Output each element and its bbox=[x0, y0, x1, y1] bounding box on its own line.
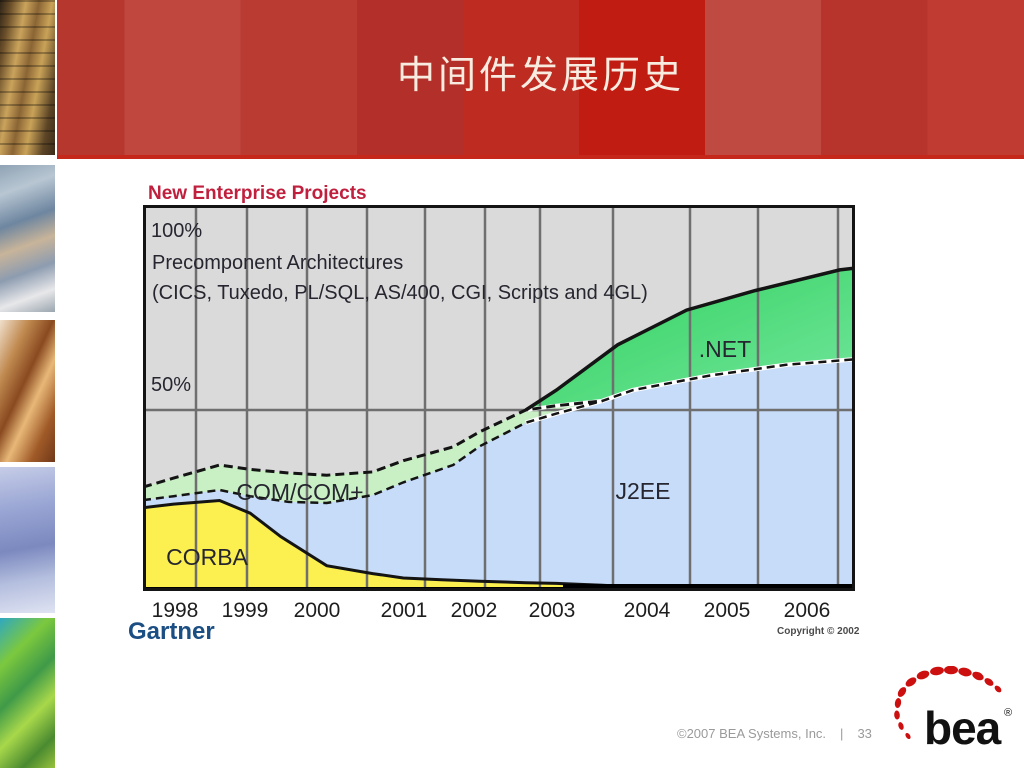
chart-title: New Enterprise Projects bbox=[148, 183, 367, 204]
svg-text:2004: 2004 bbox=[624, 599, 671, 622]
slide-title: 中间件发展历史 bbox=[396, 53, 684, 97]
svg-text:1999: 1999 bbox=[222, 599, 269, 622]
bea-wordmark: bea bbox=[924, 702, 1002, 754]
footer-separator: | bbox=[840, 726, 844, 741]
photo-lab-tubes bbox=[0, 618, 55, 768]
svg-text:1998: 1998 bbox=[152, 599, 199, 622]
chart-copyright: Copyright © 2002 bbox=[777, 626, 860, 637]
svg-text:2005: 2005 bbox=[704, 599, 751, 622]
footer-copyright: ©2007 BEA Systems, Inc. bbox=[677, 726, 827, 741]
svg-text:.NET: .NET bbox=[699, 336, 751, 362]
svg-text:50%: 50% bbox=[151, 374, 191, 396]
photo-warehouse bbox=[0, 0, 55, 155]
svg-text:2003: 2003 bbox=[529, 599, 576, 622]
svg-text:2006: 2006 bbox=[784, 599, 831, 622]
bea-swirl-icon bbox=[894, 666, 1002, 740]
slide-page-number: 33 bbox=[857, 726, 872, 741]
svg-text:2000: 2000 bbox=[294, 599, 341, 622]
svg-text:(CICS, Tuxedo, PL/SQL, AS/400,: (CICS, Tuxedo, PL/SQL, AS/400, CGI, Scri… bbox=[152, 282, 648, 304]
svg-text:2002: 2002 bbox=[451, 599, 498, 622]
title-banner: 中间件发展历史 bbox=[57, 0, 1024, 159]
photo-hand-machine bbox=[0, 165, 55, 312]
svg-text:Precomponent Architectures: Precomponent Architectures bbox=[152, 252, 403, 274]
svg-text:100%: 100% bbox=[151, 220, 202, 242]
photo-glasses-pills bbox=[0, 320, 55, 462]
svg-text:CORBA: CORBA bbox=[166, 544, 248, 570]
photo-person-blue bbox=[0, 467, 55, 613]
svg-text:2001: 2001 bbox=[381, 599, 428, 622]
slide-footer: ©2007 BEA Systems, Inc. | 33 bbox=[677, 726, 872, 741]
svg-text:COM/COM+: COM/COM+ bbox=[236, 479, 363, 505]
middleware-history-chart: 100% 50% Precomponent Architectures (CICS, … bbox=[143, 205, 855, 622]
svg-text:J2EE: J2EE bbox=[616, 478, 671, 504]
gartner-logo: Gartner bbox=[128, 618, 215, 645]
bea-logo: bea ® bbox=[894, 666, 1012, 754]
bea-registered-mark: ® bbox=[1004, 707, 1012, 719]
